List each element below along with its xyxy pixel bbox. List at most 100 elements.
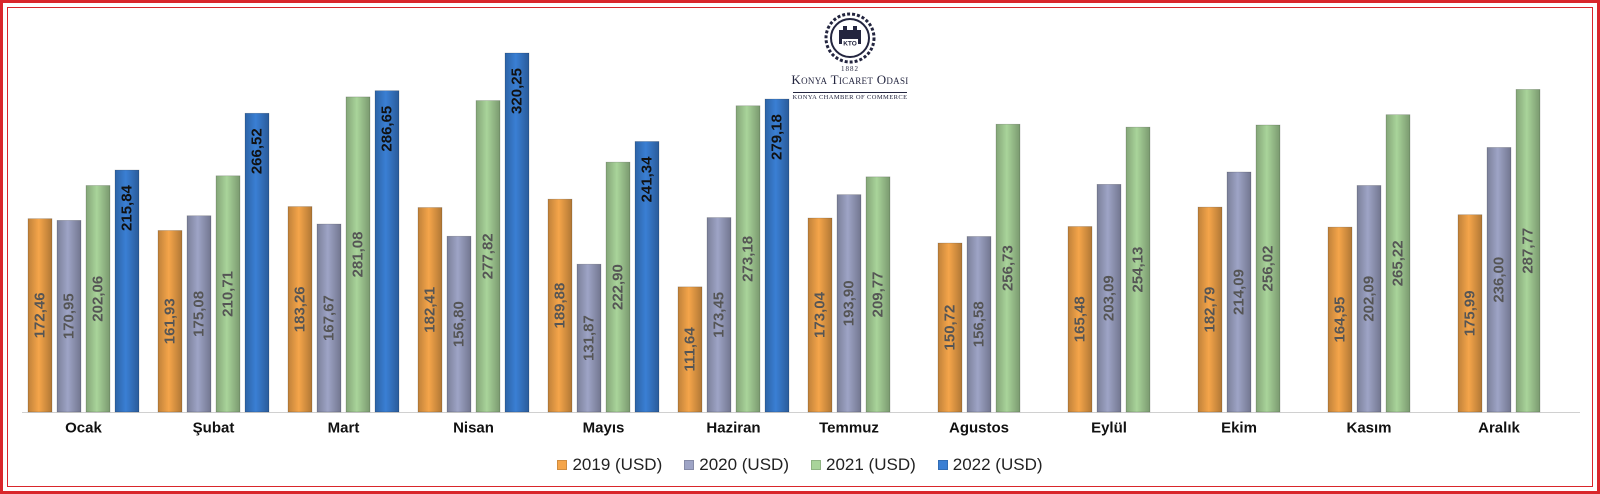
logo-subtitle: Konya Chamber of Commerce bbox=[792, 92, 908, 101]
bar-agustos-2021 bbox=[995, 123, 1021, 413]
bar-haziran-2021 bbox=[735, 105, 761, 413]
bar-şubat-2019 bbox=[157, 230, 183, 413]
bar-haziran-2022 bbox=[764, 98, 790, 413]
bar-aralık-2019 bbox=[1457, 214, 1483, 413]
bar-agustos-2019 bbox=[937, 242, 963, 413]
legend-item-2021: 2021 (USD) bbox=[811, 455, 916, 475]
chart-legend: 2019 (USD) 2020 (USD) 2021 (USD) 2022 (U… bbox=[0, 455, 1600, 475]
data-label: 287,77 bbox=[1520, 228, 1537, 274]
legend-label: 2019 (USD) bbox=[572, 455, 663, 474]
bar-mart-2022 bbox=[374, 90, 400, 413]
data-label: 193,90 bbox=[841, 280, 858, 326]
bar-ocak-2021 bbox=[85, 185, 111, 413]
bar-mayıs-2020 bbox=[576, 263, 602, 413]
data-label: 273,18 bbox=[740, 236, 757, 282]
data-label: 111,64 bbox=[682, 327, 699, 372]
x-tick-label: Şubat bbox=[193, 420, 235, 437]
x-tick-label: Eylül bbox=[1091, 420, 1127, 437]
bar-aralık-2020 bbox=[1486, 147, 1512, 413]
legend-item-2019: 2019 (USD) bbox=[557, 455, 662, 475]
data-label: 254,13 bbox=[1130, 247, 1147, 293]
bar-nisan-2020 bbox=[446, 235, 472, 413]
data-label: 189,88 bbox=[552, 283, 569, 329]
bar-nisan-2019 bbox=[417, 207, 443, 413]
legend-item-2020: 2020 (USD) bbox=[684, 455, 789, 475]
bar-mart-2019 bbox=[287, 206, 313, 413]
x-tick-label: Nisan bbox=[453, 420, 494, 437]
bar-şubat-2022 bbox=[244, 112, 270, 413]
data-label: 202,06 bbox=[90, 276, 107, 322]
x-tick-label: Mart bbox=[328, 420, 360, 437]
bar-şubat-2020 bbox=[186, 215, 212, 413]
data-label: 165,48 bbox=[1072, 296, 1089, 342]
bar-ekim-2020 bbox=[1226, 171, 1252, 413]
data-label: 241,34 bbox=[639, 156, 656, 203]
bar-mayıs-2021 bbox=[605, 161, 631, 413]
data-label: 202,09 bbox=[1361, 276, 1378, 322]
bar-nisan-2022 bbox=[504, 52, 530, 413]
data-label: 182,41 bbox=[422, 287, 439, 333]
data-label: 265,22 bbox=[1390, 240, 1407, 286]
bar-agustos-2020 bbox=[966, 236, 992, 413]
bar-ocak-2020 bbox=[56, 220, 82, 413]
legend-label: 2022 (USD) bbox=[952, 455, 1043, 474]
bar-haziran-2020 bbox=[706, 217, 732, 413]
data-label: 203,09 bbox=[1101, 275, 1118, 321]
bar-mart-2021 bbox=[345, 96, 371, 413]
data-label: 183,26 bbox=[292, 286, 309, 332]
data-label: 279,18 bbox=[769, 114, 786, 160]
bar-mart-2020 bbox=[316, 223, 342, 413]
bar-ocak-2022 bbox=[114, 169, 140, 413]
legend-swatch bbox=[811, 460, 821, 470]
bar-temmuz-2021 bbox=[865, 176, 891, 413]
bar-haziran-2019 bbox=[677, 286, 703, 413]
bar-kasım-2021 bbox=[1385, 114, 1411, 413]
bar-nisan-2021 bbox=[475, 100, 501, 413]
data-label: 182,79 bbox=[1202, 287, 1219, 333]
inner-frame bbox=[7, 7, 1593, 487]
data-label: 150,72 bbox=[942, 305, 959, 351]
bar-mayıs-2019 bbox=[547, 198, 573, 413]
x-tick-label: Kasım bbox=[1346, 420, 1391, 437]
legend-swatch bbox=[937, 460, 948, 470]
data-label: 173,04 bbox=[812, 291, 829, 338]
data-label: 167,67 bbox=[321, 295, 338, 341]
chamber-emblem-icon: KTO bbox=[824, 12, 876, 64]
bar-ocak-2019 bbox=[27, 218, 53, 413]
data-label: 281,08 bbox=[350, 232, 367, 278]
bar-ekim-2021 bbox=[1255, 124, 1281, 413]
data-label: 164,95 bbox=[1332, 297, 1349, 343]
bar-kasım-2019 bbox=[1327, 226, 1353, 413]
bar-eylül-2021 bbox=[1125, 126, 1151, 413]
data-label: 170,95 bbox=[61, 293, 78, 339]
data-label: 277,82 bbox=[480, 233, 497, 279]
logo-title: Konya Ticaret Odası bbox=[791, 72, 909, 87]
data-label: 175,08 bbox=[191, 291, 208, 337]
data-label: 266,52 bbox=[249, 128, 266, 174]
bar-eylül-2019 bbox=[1067, 226, 1093, 413]
data-label: 175,99 bbox=[1462, 290, 1479, 336]
x-tick-label: Ocak bbox=[65, 420, 102, 437]
data-label: 161,93 bbox=[162, 298, 179, 344]
bar-ekim-2019 bbox=[1197, 206, 1223, 413]
legend-swatch bbox=[684, 460, 695, 470]
logo-year: 1882 bbox=[841, 65, 859, 73]
x-tick-label: Haziran bbox=[706, 420, 760, 437]
bar-aralık-2021 bbox=[1515, 89, 1541, 413]
data-label: 209,77 bbox=[870, 271, 887, 317]
x-tick-label: Ekim bbox=[1221, 420, 1257, 437]
x-tick-label: Agustos bbox=[949, 420, 1009, 437]
bar-kasım-2020 bbox=[1356, 185, 1382, 413]
data-label: 286,65 bbox=[379, 106, 396, 152]
data-label: 222,90 bbox=[610, 264, 627, 310]
bar-temmuz-2019 bbox=[807, 217, 833, 413]
logo-mark-text: KTO bbox=[843, 41, 857, 48]
bar-şubat-2021 bbox=[215, 175, 241, 413]
data-label: 172,46 bbox=[32, 292, 49, 338]
data-label: 215,84 bbox=[119, 184, 136, 231]
x-tick-label: Aralık bbox=[1478, 420, 1520, 437]
data-label: 131,87 bbox=[581, 315, 598, 361]
bar-temmuz-2020 bbox=[836, 194, 862, 413]
